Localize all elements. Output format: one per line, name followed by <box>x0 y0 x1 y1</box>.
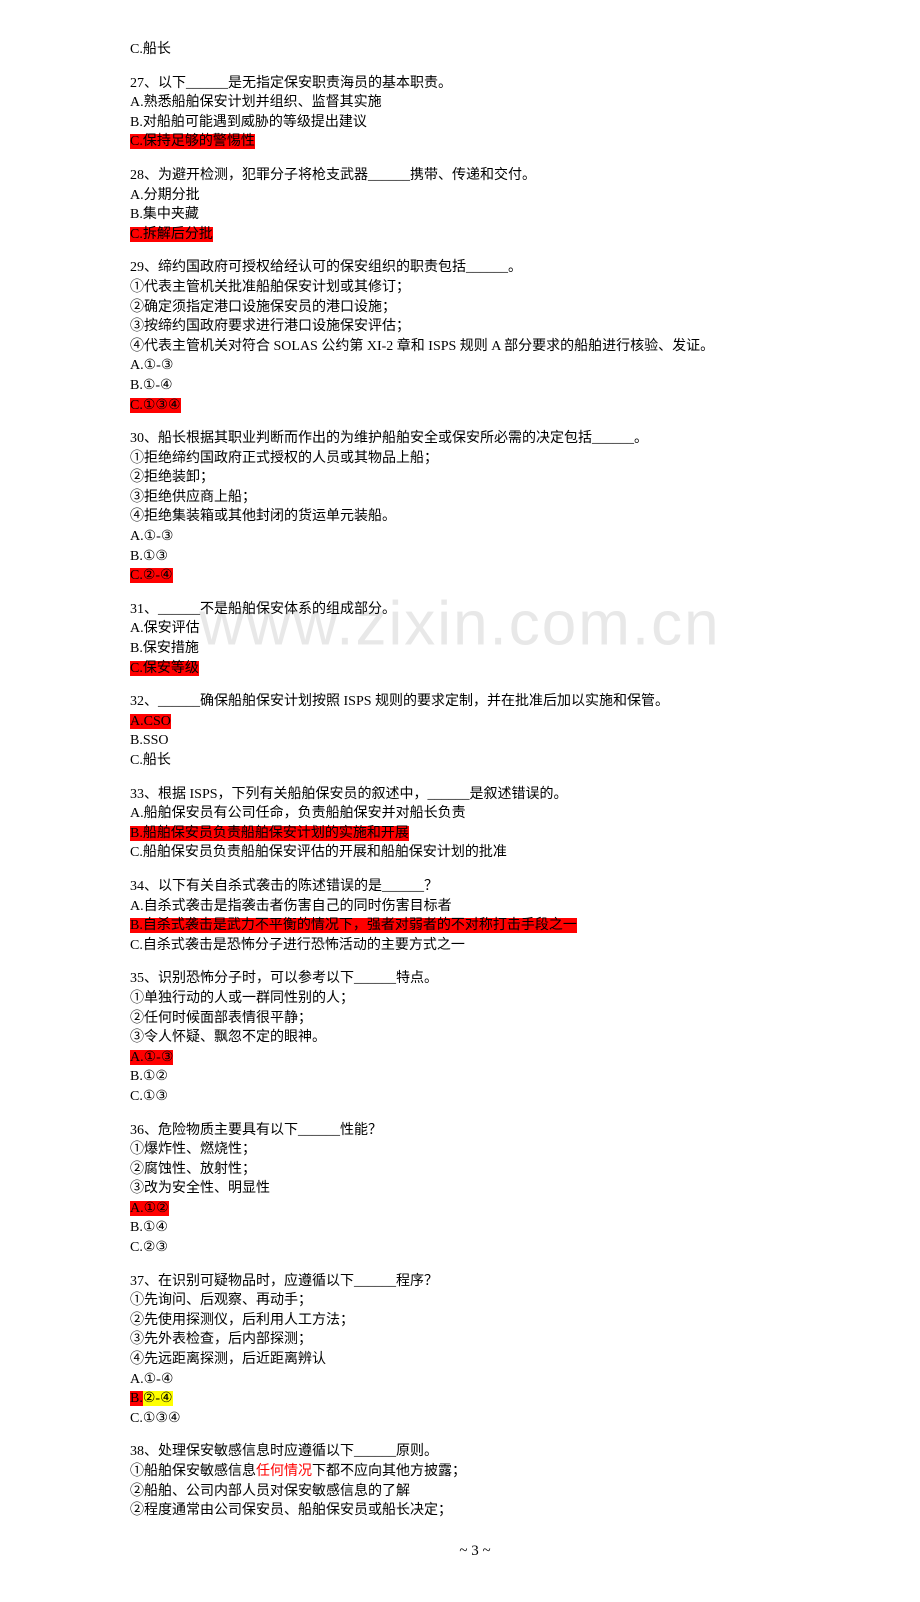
text-line: 37、在识别可疑物品时，应遵循以下______程序？ <box>130 1272 820 1292</box>
text-line: ③改为安全性、明显性 <box>130 1179 820 1199</box>
text-line: ③拒绝供应商上船； <box>130 488 820 508</box>
answer-line: C.②-④ <box>130 566 820 586</box>
text-line: ③令人怀疑、飘忽不定的眼神。 <box>130 1028 820 1048</box>
text-line: C.船长 <box>130 40 820 60</box>
text-line: A.①-③ <box>130 527 820 547</box>
page-number: ~ 3 ~ <box>130 1541 820 1562</box>
blank-line <box>130 152 820 166</box>
text-line: ①爆炸性、燃烧性； <box>130 1140 820 1160</box>
highlighted-answer: C.②-④ <box>130 568 173 583</box>
text-line: A.熟悉船舶保安计划并组织、监督其实施 <box>130 93 820 113</box>
text-line: B.保安措施 <box>130 639 820 659</box>
highlighted-answer: B.船舶保安员负责船舶保安计划的实施和开展 <box>130 826 409 841</box>
text-line: 36、危险物质主要具有以下______性能？ <box>130 1121 820 1141</box>
text-line: C.自杀式袭击是恐怖分子进行恐怖活动的主要方式之一 <box>130 936 820 956</box>
text-line: ①先询问、后观察、再动手； <box>130 1291 820 1311</box>
blank-line <box>130 1107 820 1121</box>
text-line: ③按缔约国政府要求进行港口设施保安评估； <box>130 317 820 337</box>
text-line: ③先外表检查，后内部探测； <box>130 1330 820 1350</box>
text-line: C.船长 <box>130 751 820 771</box>
highlighted-answer: C.保安等级 <box>130 661 199 676</box>
text-line: 35、识别恐怖分子时，可以参考以下______特点。 <box>130 969 820 989</box>
text-line: ②确定须指定港口设施保安员的港口设施； <box>130 298 820 318</box>
text-line: A.保安评估 <box>130 619 820 639</box>
text-line: B.①④ <box>130 1218 820 1238</box>
emphasized-text: 任何情况 <box>256 1464 312 1479</box>
answer-line: C.保安等级 <box>130 659 820 679</box>
text-line: A.分期分批 <box>130 186 820 206</box>
text-line: 31、______不是船舶保安体系的组成部分。 <box>130 600 820 620</box>
text-line: A.①-③ <box>130 356 820 376</box>
text-line: C.①③④ <box>130 1409 820 1429</box>
text-line: A.①-④ <box>130 1370 820 1390</box>
text-line: ①拒绝缔约国政府正式授权的人员或其物品上船； <box>130 449 820 469</box>
highlighted-answer: A.①-③ <box>130 1050 173 1065</box>
text-line: ④拒绝集装箱或其他封闭的货运单元装船。 <box>130 507 820 527</box>
blank-line <box>130 863 820 877</box>
text-line: ②腐蚀性、放射性； <box>130 1160 820 1180</box>
answer-line: A.①② <box>130 1199 820 1219</box>
text-line: B.对船舶可能遇到威胁的等级提出建议 <box>130 113 820 133</box>
highlighted-answer: A.①② <box>130 1201 169 1216</box>
blank-line <box>130 60 820 74</box>
highlighted-answer: C.①③④ <box>130 398 181 413</box>
blank-line <box>130 771 820 785</box>
text-line: ①代表主管机关批准船舶保安计划或其修订； <box>130 278 820 298</box>
text-line: ②船舶、公司内部人员对保安敏感信息的了解 <box>130 1482 820 1502</box>
blank-line <box>130 586 820 600</box>
highlighted-answer: A.CSO <box>130 714 171 729</box>
text-line: 27、以下______是无指定保安职责海员的基本职责。 <box>130 74 820 94</box>
text-line: 32、______确保船舶保安计划按照 ISPS 规则的要求定制，并在批准后加以… <box>130 692 820 712</box>
blank-line <box>130 1428 820 1442</box>
text-line: 28、为避开检测，犯罪分子将枪支武器______携带、传递和交付。 <box>130 166 820 186</box>
blank-line <box>130 1258 820 1272</box>
text-line: B.SSO <box>130 731 820 751</box>
text-line: 38、处理保安敏感信息时应遵循以下______原则。 <box>130 1442 820 1462</box>
highlighted-answer: B.自杀式袭击是武力不平衡的情况下，强者对弱者的不对称打击手段之一 <box>130 918 577 933</box>
text-line: B.①③ <box>130 547 820 567</box>
answer-line: A.①-③ <box>130 1048 820 1068</box>
text-line: ②拒绝装卸； <box>130 468 820 488</box>
text-line: B.①② <box>130 1067 820 1087</box>
text-line: 34、以下有关自杀式袭击的陈述错误的是______？ <box>130 877 820 897</box>
text-line: C.①③ <box>130 1087 820 1107</box>
text-line: 30、船长根据其职业判断而作出的为维护船舶安全或保安所必需的决定包括______… <box>130 429 820 449</box>
answer-line: C.保持足够的警惕性 <box>130 132 820 152</box>
text-line: ④代表主管机关对符合 SOLAS 公约第 XI-2 章和 ISPS 规则 A 部… <box>130 337 820 357</box>
text-line: A.自杀式袭击是指袭击者伤害自己的同时伤害目标者 <box>130 897 820 917</box>
blank-line <box>130 415 820 429</box>
blank-line <box>130 955 820 969</box>
highlighted-answer: C.拆解后分批 <box>130 227 213 242</box>
text-line: ①船舶保安敏感信息任何情况下都不应向其他方披露； <box>130 1462 820 1482</box>
answer-line: B.船舶保安员负责船舶保安计划的实施和开展 <box>130 824 820 844</box>
blank-line <box>130 244 820 258</box>
highlighted-answer-yellow: ②-④ <box>143 1391 173 1406</box>
text-line: ④先远距离探测，后近距离辨认 <box>130 1350 820 1370</box>
text-line: C.船舶保安员负责船舶保安评估的开展和船舶保安计划的批准 <box>130 843 820 863</box>
answer-line: C.①③④ <box>130 396 820 416</box>
highlighted-prefix: B. <box>130 1391 143 1406</box>
answer-line: C.拆解后分批 <box>130 225 820 245</box>
answer-line: A.CSO <box>130 712 820 732</box>
text-line: 29、缔约国政府可授权给经认可的保安组织的职责包括______。 <box>130 258 820 278</box>
highlighted-answer: C.保持足够的警惕性 <box>130 134 255 149</box>
text-line: 33、根据 ISPS，下列有关船舶保安员的叙述中，______是叙述错误的。 <box>130 785 820 805</box>
text-line: ②任何时候面部表情很平静； <box>130 1009 820 1029</box>
text-line: ②程度通常由公司保安员、船舶保安员或船长决定； <box>130 1501 820 1521</box>
text-line: ①单独行动的人或一群同性别的人； <box>130 989 820 1009</box>
text-line: A.船舶保安员有公司任命，负责船舶保安并对船长负责 <box>130 804 820 824</box>
text-line: C.②③ <box>130 1238 820 1258</box>
blank-line <box>130 678 820 692</box>
text-line: B.①-④ <box>130 376 820 396</box>
document-body: C.船长 27、以下______是无指定保安职责海员的基本职责。A.熟悉船舶保安计… <box>130 40 820 1521</box>
text-line: B.集中夹藏 <box>130 205 820 225</box>
text-line: ②先使用探测仪，后利用人工方法； <box>130 1311 820 1331</box>
answer-line: B.自杀式袭击是武力不平衡的情况下，强者对弱者的不对称打击手段之一 <box>130 916 820 936</box>
answer-line: B.②-④ <box>130 1389 820 1409</box>
